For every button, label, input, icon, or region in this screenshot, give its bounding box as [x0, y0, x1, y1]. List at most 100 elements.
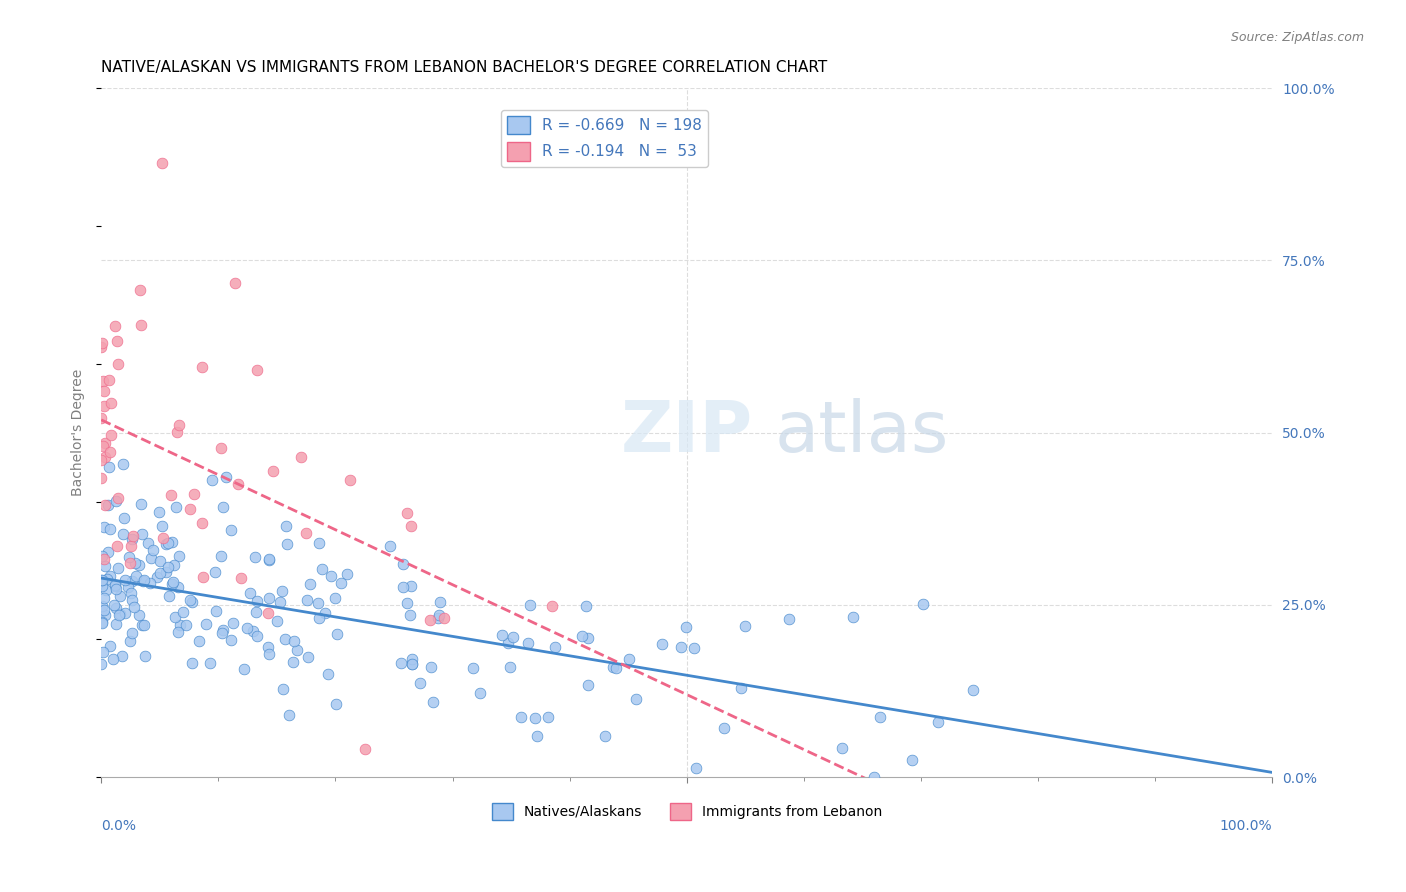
Natives/Alaskans [576, 631, 599, 645]
Natives/Alaskans [266, 614, 288, 628]
Immigrants from Lebanon [129, 318, 152, 333]
Natives/Alaskans [519, 598, 541, 612]
Immigrants from Lebanon [90, 411, 112, 425]
Natives/Alaskans [104, 578, 127, 592]
Natives/Alaskans [211, 500, 233, 514]
Natives/Alaskans [104, 582, 127, 596]
Natives/Alaskans [391, 557, 413, 571]
Natives/Alaskans [212, 623, 235, 637]
Immigrants from Lebanon [231, 571, 253, 585]
Natives/Alaskans [179, 593, 201, 607]
Immigrants from Lebanon [93, 450, 115, 464]
Natives/Alaskans [308, 610, 330, 624]
Immigrants from Lebanon [290, 450, 312, 465]
Natives/Alaskans [378, 539, 401, 553]
Natives/Alaskans [205, 604, 228, 618]
Natives/Alaskans [285, 643, 308, 657]
Natives/Alaskans [124, 556, 146, 570]
Natives/Alaskans [156, 535, 179, 549]
Natives/Alaskans [297, 650, 319, 665]
Immigrants from Lebanon [93, 551, 115, 566]
Natives/Alaskans [104, 494, 127, 508]
Natives/Alaskans [200, 657, 222, 671]
Natives/Alaskans [683, 640, 706, 655]
Natives/Alaskans [276, 537, 298, 551]
Natives/Alaskans [100, 569, 122, 583]
Immigrants from Lebanon [91, 336, 114, 351]
Natives/Alaskans [259, 553, 281, 567]
Natives/Alaskans [139, 551, 162, 566]
Natives/Alaskans [576, 678, 599, 692]
Natives/Alaskans [675, 620, 697, 634]
Natives/Alaskans [181, 656, 204, 670]
Natives/Alaskans [271, 583, 294, 598]
Natives/Alaskans [778, 612, 800, 626]
Natives/Alaskans [243, 550, 266, 565]
Text: NATIVE/ALASKAN VS IMMIGRANTS FROM LEBANON BACHELOR'S DEGREE CORRELATION CHART: NATIVE/ALASKAN VS IMMIGRANTS FROM LEBANO… [101, 60, 828, 75]
Natives/Alaskans [128, 608, 150, 623]
Natives/Alaskans [114, 573, 136, 587]
Natives/Alaskans [90, 549, 112, 563]
Natives/Alaskans [98, 639, 121, 653]
Natives/Alaskans [927, 714, 949, 729]
Natives/Alaskans [121, 574, 143, 588]
Natives/Alaskans [110, 607, 132, 622]
Natives/Alaskans [651, 637, 673, 651]
Natives/Alaskans [201, 473, 224, 487]
Natives/Alaskans [111, 527, 134, 541]
Natives/Alaskans [401, 657, 423, 671]
Natives/Alaskans [90, 657, 112, 672]
Natives/Alaskans [117, 580, 139, 594]
Natives/Alaskans [427, 608, 450, 623]
Natives/Alaskans [169, 617, 191, 632]
Immigrants from Lebanon [433, 611, 456, 625]
Natives/Alaskans [136, 536, 159, 550]
Natives/Alaskans [104, 579, 127, 593]
Natives/Alaskans [245, 605, 267, 619]
Natives/Alaskans [215, 470, 238, 484]
Immigrants from Lebanon [94, 435, 117, 450]
Natives/Alaskans [194, 617, 217, 632]
Natives/Alaskans [157, 559, 180, 574]
Immigrants from Lebanon [100, 396, 122, 410]
Natives/Alaskans [295, 593, 318, 607]
Immigrants from Lebanon [399, 519, 422, 533]
Legend: Natives/Alaskans, Immigrants from Lebanon: Natives/Alaskans, Immigrants from Lebano… [486, 797, 887, 825]
Natives/Alaskans [93, 520, 115, 534]
Immigrants from Lebanon [179, 502, 201, 516]
Natives/Alaskans [131, 617, 153, 632]
Natives/Alaskans [271, 681, 294, 696]
Natives/Alaskans [120, 634, 142, 648]
Natives/Alaskans [517, 635, 540, 649]
Natives/Alaskans [314, 606, 336, 620]
Immigrants from Lebanon [541, 599, 564, 613]
Natives/Alaskans [685, 760, 707, 774]
Immigrants from Lebanon [395, 507, 418, 521]
Natives/Alaskans [278, 707, 301, 722]
Natives/Alaskans [602, 660, 624, 674]
Text: Source: ZipAtlas.com: Source: ZipAtlas.com [1230, 31, 1364, 45]
Natives/Alaskans [321, 569, 343, 583]
Natives/Alaskans [90, 573, 112, 587]
Natives/Alaskans [98, 522, 121, 536]
Immigrants from Lebanon [128, 284, 150, 298]
Immigrants from Lebanon [90, 340, 112, 354]
Natives/Alaskans [155, 565, 177, 579]
Natives/Alaskans [98, 460, 121, 475]
Natives/Alaskans [274, 632, 297, 646]
Natives/Alaskans [155, 537, 177, 551]
Immigrants from Lebanon [256, 606, 278, 620]
Natives/Alaskans [399, 579, 422, 593]
Text: atlas: atlas [775, 398, 949, 467]
Natives/Alaskans [326, 626, 349, 640]
Natives/Alaskans [308, 535, 330, 549]
Natives/Alaskans [298, 576, 321, 591]
Natives/Alaskans [734, 619, 756, 633]
Natives/Alaskans [257, 647, 280, 661]
Natives/Alaskans [132, 574, 155, 588]
Immigrants from Lebanon [224, 276, 246, 290]
Natives/Alaskans [165, 610, 187, 624]
Natives/Alaskans [97, 545, 120, 559]
Text: ZIP: ZIP [620, 398, 754, 467]
Natives/Alaskans [426, 611, 449, 625]
